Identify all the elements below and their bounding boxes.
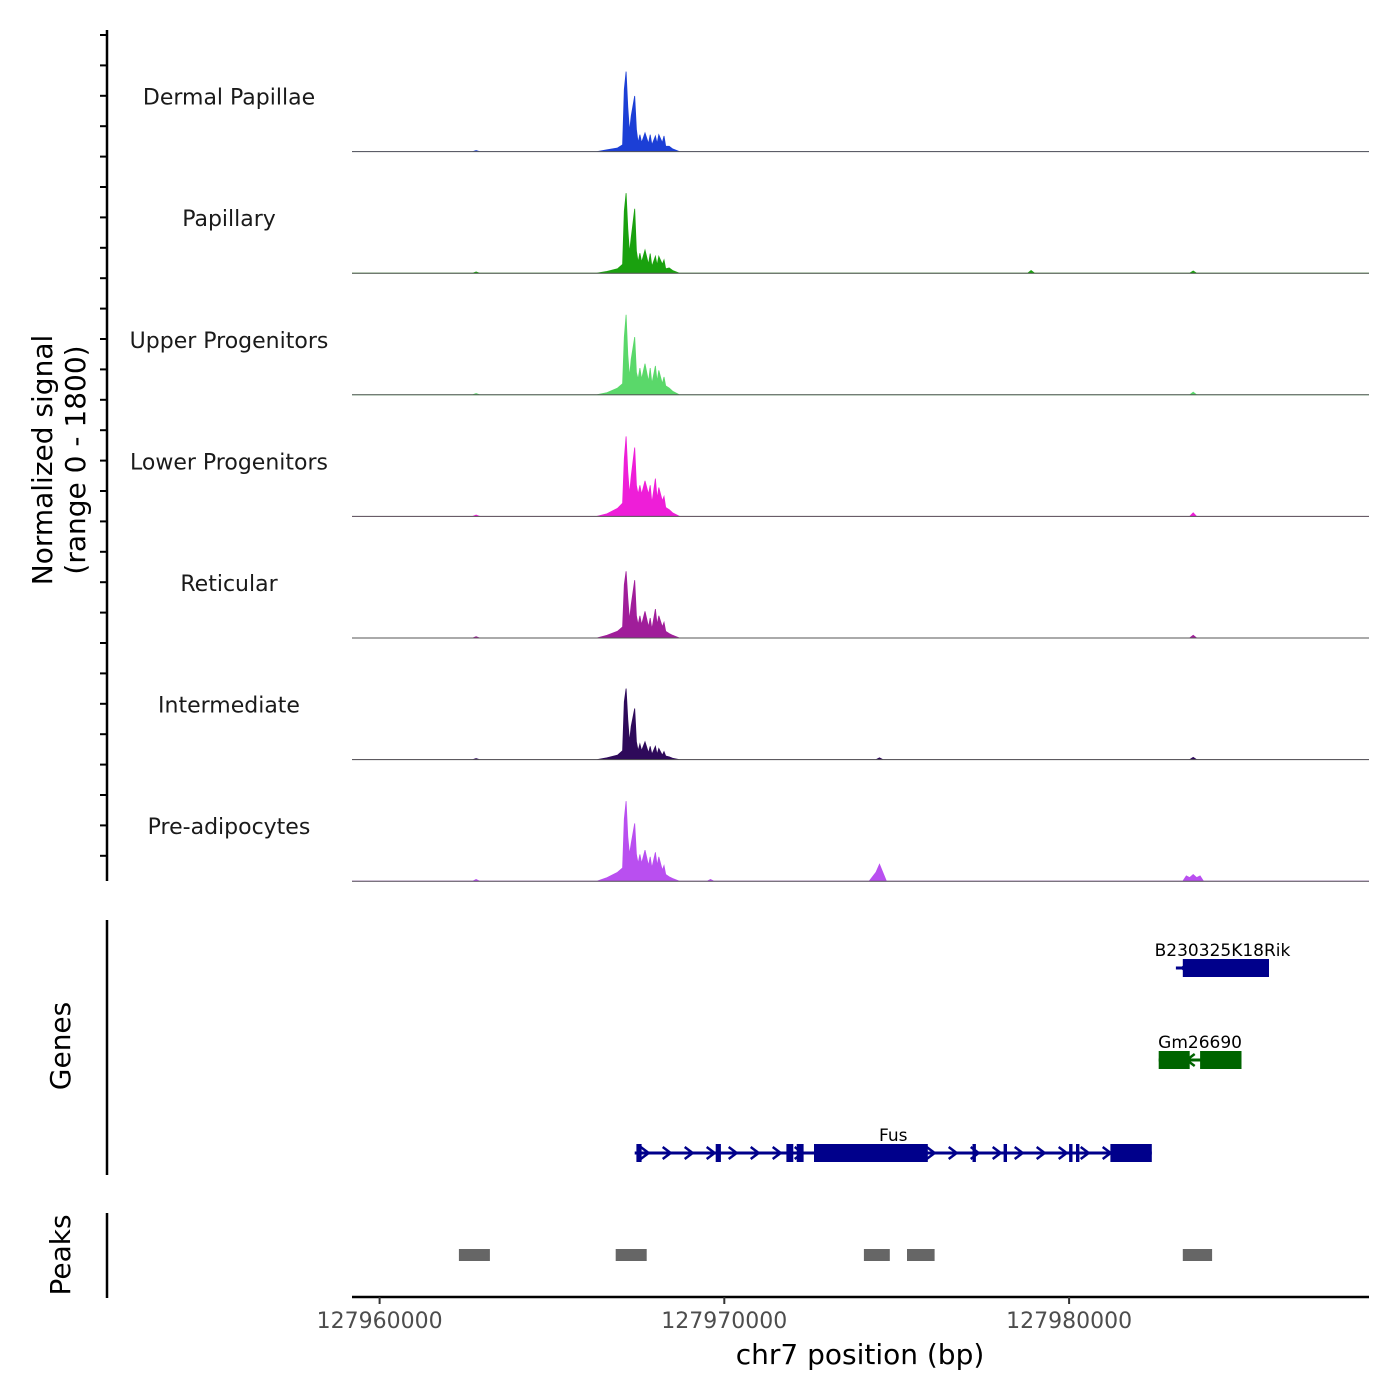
gene-label: Fus: [879, 1126, 908, 1146]
peaks-track: [458, 1249, 1213, 1261]
track-label: Lower Progenitors: [130, 450, 328, 475]
gene-label: Gm26690: [1158, 1033, 1242, 1053]
track-label: Dermal Papillae: [143, 86, 315, 111]
strand-arrow: [991, 1146, 1003, 1160]
track-lower-progenitors: Lower Progenitors: [130, 436, 1369, 517]
gene-label: B230325K18Rik: [1155, 941, 1291, 961]
genes-track-title: Genes: [44, 1002, 77, 1090]
gene-exon: [636, 1144, 642, 1162]
gene-gm26690: Gm26690: [1158, 1033, 1242, 1069]
strand-arrow: [1057, 1146, 1069, 1160]
peak-region: [863, 1249, 890, 1261]
peak-region: [458, 1249, 490, 1261]
strand-arrow: [639, 1146, 651, 1160]
x-tick-label: 127980000: [1006, 1309, 1132, 1334]
coverage-tracks: Dermal Papillae Papillary Upper Progenitor…: [130, 71, 1369, 882]
strand-arrow: [1035, 1146, 1047, 1160]
gene-fus: Fus: [634, 1126, 1152, 1162]
x-axis-ticks: 127960000 127970000 127980000: [317, 1297, 1132, 1334]
coverage-area: [352, 688, 1369, 760]
peak-region: [907, 1249, 935, 1261]
coverage-area: [352, 71, 1369, 152]
y-axis-title: Normalized signal: [26, 335, 59, 586]
track-label: Upper Progenitors: [130, 329, 329, 354]
gene-exon: [1200, 1051, 1242, 1069]
strand-arrow: [705, 1146, 717, 1160]
peak-region: [1182, 1249, 1213, 1261]
peaks-track-title: Peaks: [44, 1214, 77, 1295]
track-intermediate: Intermediate: [158, 688, 1369, 761]
track-pre-adipocytes: Pre-adipocytes: [148, 801, 1369, 882]
gene-exon: [786, 1144, 794, 1162]
x-axis-title: chr7 position (bp): [736, 1338, 985, 1371]
strand-arrow: [771, 1146, 783, 1160]
y-axis-range-label: (range 0 - 1800): [59, 345, 92, 574]
strand-arrow: [1079, 1146, 1091, 1160]
strand-arrow: [683, 1146, 695, 1160]
gene-exon: [814, 1144, 928, 1162]
gene-exon: [715, 1144, 721, 1162]
track-papillary: Papillary: [182, 193, 1369, 274]
strand-arrow: [727, 1146, 739, 1160]
track-label: Intermediate: [158, 694, 300, 719]
track-label: Papillary: [182, 207, 276, 232]
signal-y-axis-ticks: [100, 34, 107, 857]
gene-annotation-track: B230325K18Rik Gm26690 Fus: [634, 941, 1291, 1162]
coverage-area: [352, 436, 1369, 517]
track-label: Reticular: [180, 572, 278, 597]
track-upper-progenitors: Upper Progenitors: [130, 314, 1369, 396]
gene-exon: [972, 1144, 976, 1162]
gene-exon: [1003, 1144, 1007, 1162]
strand-arrow: [947, 1146, 959, 1160]
gene-exon: [1076, 1144, 1080, 1162]
strand-arrow: [661, 1146, 673, 1160]
gene-exon: [1110, 1144, 1152, 1162]
track-dermal-papillae: Dermal Papillae: [143, 71, 1369, 153]
gene-exon: [796, 1144, 804, 1162]
strand-arrow: [925, 1146, 937, 1160]
strand-arrow: [749, 1146, 761, 1160]
gene-exon: [1182, 959, 1269, 977]
x-tick-label: 127960000: [317, 1309, 443, 1334]
track-label: Pre-adipocytes: [148, 815, 311, 840]
gene-b230325k18rik: B230325K18Rik: [1155, 941, 1291, 977]
strand-arrow: [1013, 1146, 1025, 1160]
coverage-area: [352, 314, 1369, 396]
x-tick-label: 127970000: [661, 1309, 787, 1334]
coverage-area: [352, 193, 1369, 274]
coverage-area: [352, 571, 1369, 639]
track-reticular: Reticular: [180, 571, 1369, 639]
gene-exon: [1158, 1051, 1190, 1069]
gene-exon: [1069, 1144, 1073, 1162]
coverage-area: [352, 801, 1369, 882]
peak-region: [615, 1249, 647, 1261]
